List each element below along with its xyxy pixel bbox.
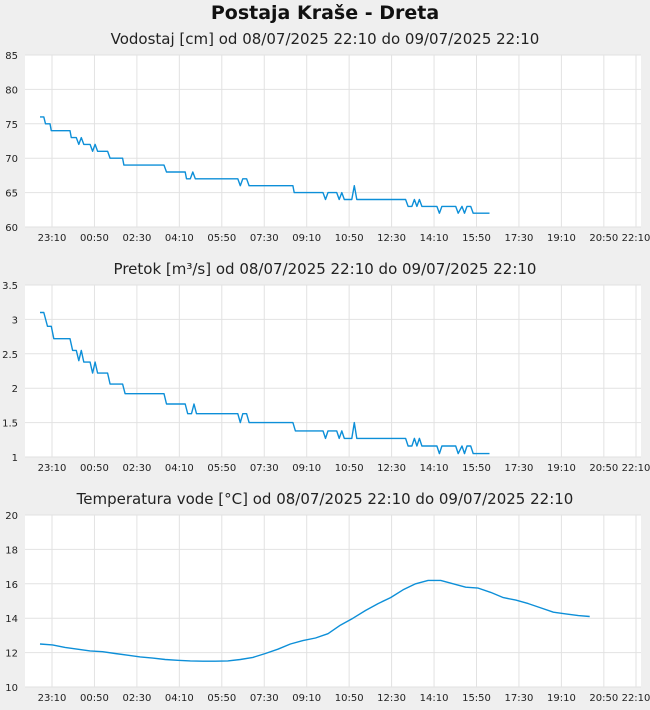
x-tick-label: 22:10 bbox=[622, 463, 650, 474]
plot-area bbox=[25, 55, 641, 227]
x-tick-label: 02:30 bbox=[122, 233, 151, 244]
x-tick-label: 00:50 bbox=[80, 233, 109, 244]
x-tick-label: 20:50 bbox=[589, 693, 618, 704]
y-tick-label: 12 bbox=[5, 649, 18, 660]
chart-1: Vodostaj [cm] od 08/07/2025 22:10 do 09/… bbox=[5, 30, 650, 244]
y-tick-label: 3.5 bbox=[2, 281, 18, 292]
x-tick-label: 07:30 bbox=[250, 693, 279, 704]
x-tick-label: 19:10 bbox=[547, 693, 576, 704]
x-tick-label: 19:10 bbox=[547, 233, 576, 244]
x-tick-label: 10:50 bbox=[335, 463, 364, 474]
page-title: Postaja Kraše - Dreta bbox=[210, 2, 440, 24]
x-tick-label: 14:10 bbox=[420, 463, 449, 474]
y-tick-label: 70 bbox=[5, 154, 18, 165]
y-tick-label: 10 bbox=[5, 683, 18, 694]
x-tick-label: 23:10 bbox=[38, 463, 67, 474]
y-tick-label: 85 bbox=[5, 51, 18, 62]
x-tick-label: 04:10 bbox=[165, 233, 194, 244]
x-tick-label: 07:30 bbox=[250, 463, 279, 474]
y-tick-label: 1 bbox=[12, 453, 18, 464]
chart-title: Vodostaj [cm] od 08/07/2025 22:10 do 09/… bbox=[111, 30, 540, 48]
series-line-1 bbox=[39, 579, 590, 662]
x-tick-label: 02:30 bbox=[122, 463, 151, 474]
series-line-1 bbox=[40, 311, 490, 455]
y-tick-label: 3 bbox=[12, 315, 18, 326]
y-tick-label: 2.5 bbox=[2, 350, 18, 361]
x-tick-label: 09:10 bbox=[292, 233, 321, 244]
x-tick-label: 17:30 bbox=[505, 463, 534, 474]
x-tick-label: 00:50 bbox=[80, 463, 109, 474]
chart-2: Pretok [m³/s] od 08/07/2025 22:10 do 09/… bbox=[2, 260, 650, 474]
x-tick-label: 04:10 bbox=[165, 693, 194, 704]
x-tick-label: 22:10 bbox=[622, 693, 650, 704]
x-tick-label: 12:30 bbox=[377, 233, 406, 244]
x-tick-label: 20:50 bbox=[589, 463, 618, 474]
x-tick-label: 05:50 bbox=[207, 463, 236, 474]
x-tick-label: 10:50 bbox=[335, 693, 364, 704]
x-tick-label: 00:50 bbox=[80, 693, 109, 704]
series-line-1 bbox=[40, 116, 490, 214]
chart-title: Pretok [m³/s] od 08/07/2025 22:10 do 09/… bbox=[114, 260, 537, 278]
x-tick-label: 07:30 bbox=[250, 233, 279, 244]
x-tick-label: 09:10 bbox=[292, 693, 321, 704]
x-tick-label: 17:30 bbox=[505, 233, 534, 244]
y-tick-label: 1.5 bbox=[2, 419, 18, 430]
y-tick-label: 18 bbox=[5, 545, 18, 556]
x-tick-label: 15:50 bbox=[462, 463, 491, 474]
x-tick-label: 20:50 bbox=[589, 233, 618, 244]
x-tick-label: 12:30 bbox=[377, 693, 406, 704]
x-tick-label: 04:10 bbox=[165, 463, 194, 474]
x-tick-label: 22:10 bbox=[622, 233, 650, 244]
y-tick-label: 20 bbox=[5, 511, 18, 522]
plot-area bbox=[25, 515, 641, 687]
y-tick-label: 80 bbox=[5, 85, 18, 96]
x-tick-label: 15:50 bbox=[462, 233, 491, 244]
x-tick-label: 23:10 bbox=[38, 233, 67, 244]
y-tick-label: 16 bbox=[5, 580, 18, 591]
x-tick-label: 23:10 bbox=[38, 693, 67, 704]
y-tick-label: 60 bbox=[5, 223, 18, 234]
x-tick-label: 02:30 bbox=[122, 693, 151, 704]
y-tick-label: 2 bbox=[12, 384, 18, 395]
x-tick-label: 14:10 bbox=[420, 233, 449, 244]
x-tick-label: 12:30 bbox=[377, 463, 406, 474]
x-tick-label: 05:50 bbox=[207, 693, 236, 704]
x-tick-label: 19:10 bbox=[547, 463, 576, 474]
y-tick-label: 65 bbox=[5, 189, 18, 200]
x-tick-label: 14:10 bbox=[420, 693, 449, 704]
y-tick-label: 14 bbox=[5, 614, 18, 625]
x-tick-label: 09:10 bbox=[292, 463, 321, 474]
y-tick-label: 75 bbox=[5, 120, 18, 131]
x-tick-label: 15:50 bbox=[462, 693, 491, 704]
x-tick-label: 10:50 bbox=[335, 233, 364, 244]
chart-title: Temperatura vode [°C] od 08/07/2025 22:1… bbox=[76, 490, 574, 508]
chart-3: Temperatura vode [°C] od 08/07/2025 22:1… bbox=[5, 490, 650, 704]
x-tick-label: 17:30 bbox=[505, 693, 534, 704]
plot-area bbox=[25, 285, 641, 457]
x-tick-label: 05:50 bbox=[207, 233, 236, 244]
